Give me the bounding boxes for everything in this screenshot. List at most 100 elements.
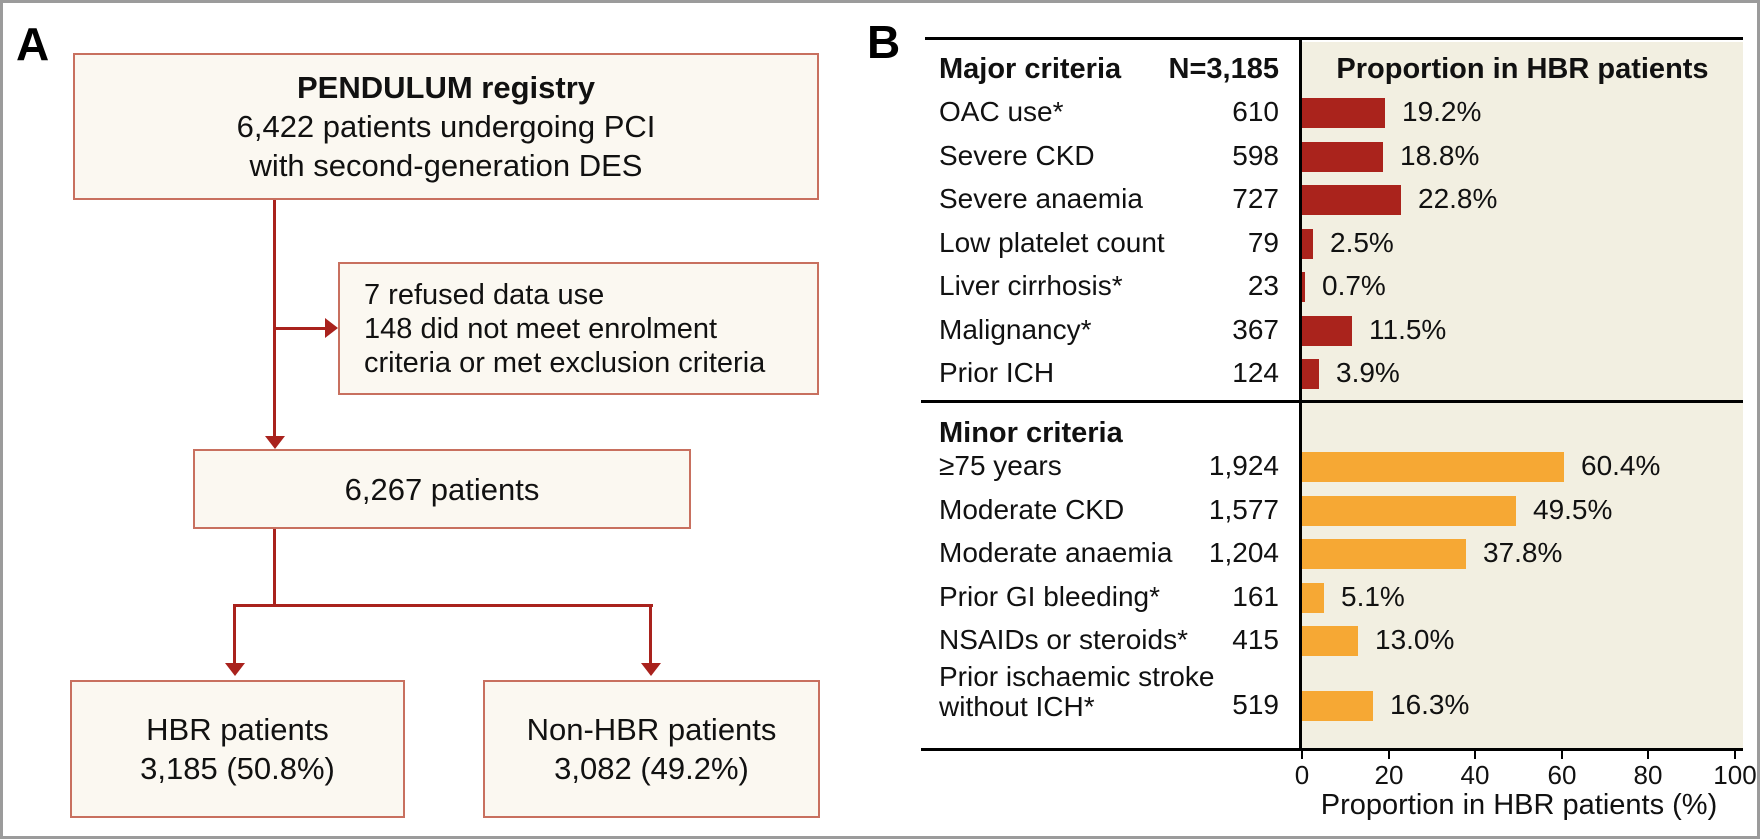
pct-label: 49.5%: [1533, 494, 1613, 525]
exclusion-box: 7 refused data use 148 did not meet enro…: [338, 262, 819, 395]
bar: [1302, 452, 1564, 482]
n-value: 79: [1247, 227, 1279, 258]
bar: [1302, 142, 1383, 172]
proportion-header: Proportion in HBR patients: [1336, 53, 1709, 85]
pct-label: 19.2%: [1402, 96, 1482, 127]
x-tick-label: 80: [1633, 760, 1663, 790]
pct-label: 37.8%: [1483, 537, 1563, 568]
registry-line2: with second-generation DES: [249, 148, 643, 183]
n-value: 124: [1232, 357, 1279, 388]
exclusion-line1: 7 refused data use: [364, 278, 605, 311]
eligible-text: 6,267 patients: [344, 471, 540, 507]
non-hbr-line1: Non-HBR patients: [526, 712, 777, 747]
bar: [1302, 98, 1385, 128]
n-value: 1,577: [1208, 494, 1279, 525]
bar: [1302, 185, 1401, 215]
criteria-label: Low platelet count: [939, 227, 1165, 258]
x-tick-label: 0: [1294, 760, 1310, 790]
n-value: 415: [1232, 624, 1279, 655]
connector-branch-horizontal: [233, 604, 653, 607]
arrowhead-to-eligible: [265, 436, 285, 449]
criteria-label: Prior ICH: [939, 357, 1055, 388]
x-axis-line: [921, 748, 1743, 751]
n-value: 1,204: [1208, 537, 1279, 568]
bar: [1302, 539, 1466, 569]
bar: [1302, 583, 1324, 613]
group-header: Minor criteria: [939, 417, 1123, 449]
criteria-label: Moderate CKD: [939, 494, 1125, 525]
criteria-label: OAC use*: [939, 96, 1064, 127]
non-hbr-box: Non-HBR patients 3,082 (49.2%): [483, 680, 820, 818]
pct-label: 2.5%: [1330, 227, 1394, 258]
n-value: 727: [1232, 183, 1279, 214]
bar: [1302, 272, 1305, 302]
x-tick: [1561, 750, 1563, 759]
pct-label: 3.9%: [1336, 357, 1400, 388]
pct-label: 22.8%: [1418, 183, 1498, 214]
criteria-label: Moderate anaemia: [939, 537, 1173, 568]
bar: [1302, 691, 1373, 721]
major-minor-separator: [921, 400, 1743, 403]
pct-label: 16.3%: [1390, 689, 1470, 720]
panel-a-label: A: [16, 18, 50, 70]
panel-a: A PENDULUM registry 6,422 patients under…: [3, 3, 853, 836]
connector-to-exclusion: [275, 327, 325, 330]
criteria-label: Malignancy*: [939, 314, 1092, 345]
criteria-label: Prior GI bleeding*: [939, 581, 1161, 612]
pct-label: 18.8%: [1400, 140, 1480, 171]
criteria-label: Severe CKD: [939, 140, 1095, 171]
n-value: 23: [1247, 270, 1279, 301]
criteria-label: ≥75 years: [939, 450, 1062, 481]
pct-label: 13.0%: [1375, 624, 1455, 655]
n-value: 519: [1232, 689, 1279, 720]
arrowhead-to-hbr: [225, 663, 245, 676]
bar: [1302, 626, 1358, 656]
exclusion-line3: criteria or met exclusion criteria: [364, 346, 766, 379]
hbr-line1: HBR patients: [146, 712, 329, 747]
registry-box: PENDULUM registry 6,422 patients undergo…: [73, 53, 819, 200]
connector-branch-right: [649, 604, 652, 664]
pct-label: 60.4%: [1581, 450, 1661, 481]
y-axis-line: [1299, 37, 1302, 750]
connector-branch-left: [233, 604, 236, 664]
connector-eligible-down: [273, 529, 276, 607]
panel-b-label: B: [867, 16, 901, 68]
x-tick-label: 100: [1713, 760, 1757, 790]
arrowhead-to-non-hbr: [641, 663, 661, 676]
bar: [1302, 229, 1313, 259]
x-tick: [1301, 750, 1303, 759]
x-tick: [1734, 750, 1736, 759]
n-value: 1,924: [1208, 450, 1279, 481]
x-tick: [1647, 750, 1649, 759]
criteria-label: Prior ischaemic stroke without ICH*: [939, 661, 1215, 722]
x-tick: [1388, 750, 1390, 759]
pct-label: 0.7%: [1322, 270, 1386, 301]
arrowhead-to-exclusion: [325, 318, 338, 338]
panel-b: B Proportion in HBR patients Major crite…: [853, 3, 1757, 836]
x-tick-label: 60: [1547, 760, 1577, 790]
n-value: 610: [1232, 96, 1279, 127]
n-value: 598: [1232, 140, 1279, 171]
table-top-rule: [925, 37, 1743, 40]
eligible-box: 6,267 patients: [193, 449, 691, 529]
bar: [1302, 316, 1352, 346]
bar: [1302, 496, 1516, 526]
connector-registry-down: [273, 200, 276, 437]
criteria-label: Liver cirrhosis*: [939, 270, 1123, 301]
x-tick: [1474, 750, 1476, 759]
exclusion-line2: 148 did not meet enrolment: [364, 312, 718, 345]
non-hbr-line2: 3,082 (49.2%): [554, 751, 749, 786]
n-value: 161: [1232, 581, 1279, 612]
hbr-line2: 3,185 (50.8%): [140, 751, 335, 786]
criteria-label: Severe anaemia: [939, 183, 1143, 214]
registry-line1: 6,422 patients undergoing PCI: [236, 109, 656, 144]
pct-label: 11.5%: [1369, 314, 1447, 345]
n-total-header: N=3,185: [1168, 53, 1279, 85]
n-value: 367: [1232, 314, 1279, 345]
x-tick-label: 20: [1374, 760, 1404, 790]
criteria-label: NSAIDs or steroids*: [939, 624, 1188, 655]
pct-label: 5.1%: [1341, 581, 1405, 612]
bar: [1302, 359, 1319, 389]
group-header: Major criteria: [939, 53, 1122, 85]
